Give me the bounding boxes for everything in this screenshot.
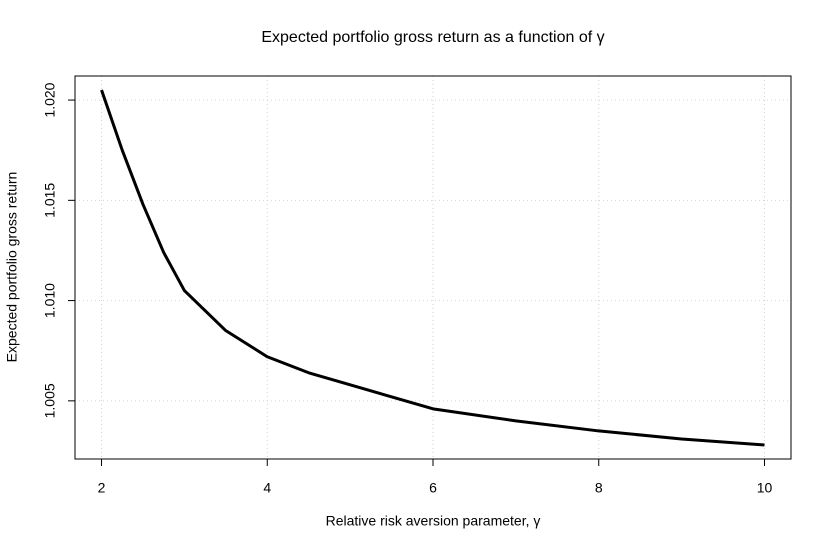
data-line (100, 89, 765, 447)
x-tick-label: 2 (98, 480, 106, 496)
x-tick-label: 4 (263, 480, 271, 496)
y-tick-label: 1.015 (42, 183, 58, 218)
x-tick-label: 10 (757, 480, 773, 496)
y-tick-label: 1.020 (42, 82, 58, 117)
grid (75, 76, 791, 459)
y-axis-label: Expected portfolio gross return (4, 172, 20, 363)
x-axis-label: Relative risk aversion parameter, γ (326, 513, 541, 529)
y-tick-label: 1.010 (42, 283, 58, 318)
x-tick-label: 8 (595, 480, 603, 496)
x-tick-label: 6 (429, 480, 437, 496)
plot-frame (74, 75, 792, 460)
chart-title: Expected portfolio gross return as a fun… (261, 29, 604, 46)
y-tick-label: 1.005 (42, 383, 58, 418)
